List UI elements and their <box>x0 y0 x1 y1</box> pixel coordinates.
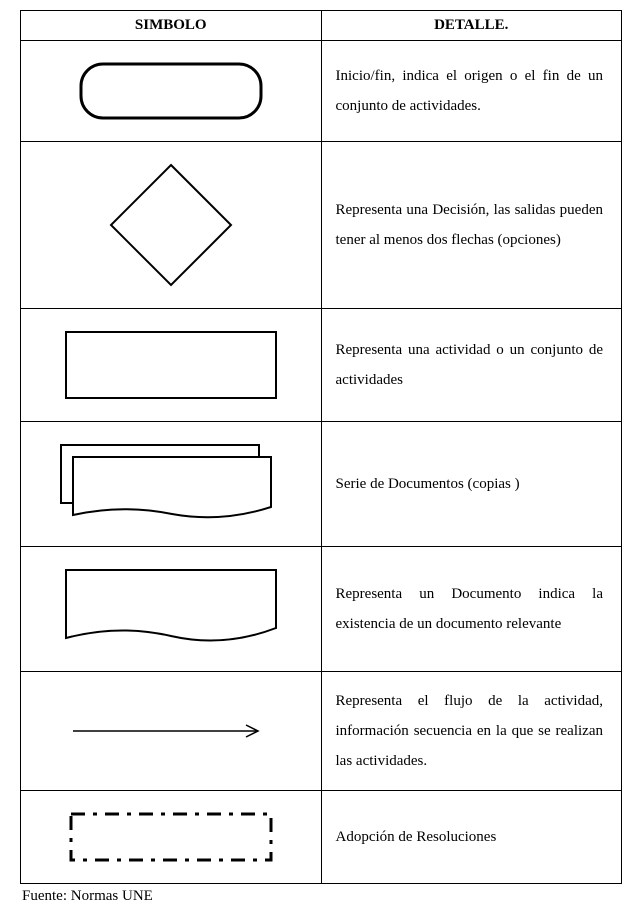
symbol-cell <box>21 672 322 791</box>
table-row: Adopción de Resoluciones <box>21 791 622 884</box>
detail-cell: Inicio/fin, indica el origen o el fin de… <box>321 41 622 142</box>
detail-cell: Representa el flujo de la actividad, inf… <box>321 672 622 791</box>
source-note: Fuente: Normas UNE <box>20 888 622 905</box>
symbol-cell <box>21 791 322 884</box>
table-header-row: SIMBOLO DETALLE. <box>21 11 622 41</box>
table-row: Serie de Documentos (copias ) <box>21 422 622 547</box>
detail-cell: Serie de Documentos (copias ) <box>321 422 622 547</box>
symbol-cell <box>21 422 322 547</box>
table-row: Inicio/fin, indica el origen o el fin de… <box>21 41 622 142</box>
table-row: Representa una actividad o un conjunto d… <box>21 309 622 422</box>
detail-cell: Representa un Documento indica la existe… <box>321 547 622 672</box>
symbol-cell <box>21 41 322 142</box>
symbol-cell <box>21 142 322 309</box>
table-row: Representa el flujo de la actividad, inf… <box>21 672 622 791</box>
detail-cell: Adopción de Resoluciones <box>321 791 622 884</box>
detail-cell: Representa una Decisión, las salidas pue… <box>321 142 622 309</box>
table-row: Representa una Decisión, las salidas pue… <box>21 142 622 309</box>
table-row: Representa un Documento indica la existe… <box>21 547 622 672</box>
symbol-cell <box>21 547 322 672</box>
col-header-detail: DETALLE. <box>321 11 622 41</box>
symbol-cell <box>21 309 322 422</box>
flowchart-symbols-table: SIMBOLO DETALLE. Inicio/fin, indica el o… <box>20 10 622 884</box>
col-header-symbol: SIMBOLO <box>21 11 322 41</box>
detail-cell: Representa una actividad o un conjunto d… <box>321 309 622 422</box>
